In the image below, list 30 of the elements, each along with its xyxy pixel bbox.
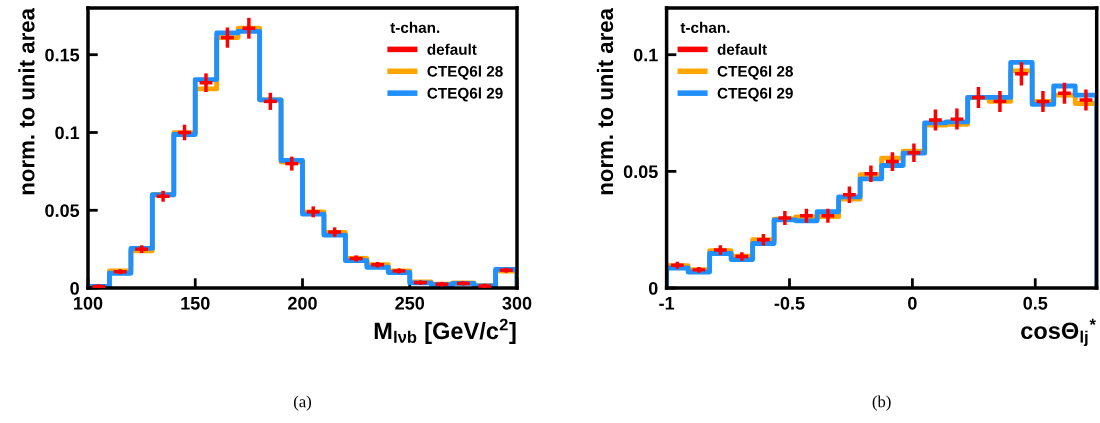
x-tick-label: 300 [502,296,532,310]
x-tick-label: 250 [395,296,425,310]
x-tick-label: 0.5 [1023,296,1048,310]
y-tick-label: 0.1 [55,126,80,140]
text: (b) [872,395,891,411]
legend-label: CTEQ6l 29 [717,87,793,102]
x-axis-title: cosΘ$_{lj}$$^{*}$ [1021,318,1096,347]
legend-title: t-chan. [680,21,730,34]
y-tick-label: 0.05 [45,204,80,217]
x-tick-label: 150 [181,296,210,310]
y-tick-label: 0.1 [633,48,658,62]
y-axis-title: norm. to unit area [596,7,614,195]
y-tick-label: 0 [648,282,658,295]
x-axis-title: M$_{lνb}$ [GeV/c$^{2}$] [374,318,516,344]
legend-label: default [717,43,767,55]
text: (a) [293,395,312,411]
x-tick-label: 0 [908,296,917,310]
x-tick-label: -1 [659,297,675,310]
legend-label: CTEQ6l 29 [427,87,503,102]
y-tick-label: 0.05 [623,165,658,179]
x-tick-label: -0.5 [774,296,805,310]
y-axis-title: norm. to unit area [18,7,35,195]
y-tick-label: 0 [70,282,79,295]
x-tick-label: 100 [74,296,103,310]
legend-label: CTEQ6l 28 [427,65,503,80]
legend-label: default [427,43,477,55]
legend-title: t-chan. [390,21,440,34]
y-tick-label: 0.15 [45,48,80,62]
x-tick-label: 200 [288,296,317,310]
legend-label: CTEQ6l 28 [717,65,793,80]
